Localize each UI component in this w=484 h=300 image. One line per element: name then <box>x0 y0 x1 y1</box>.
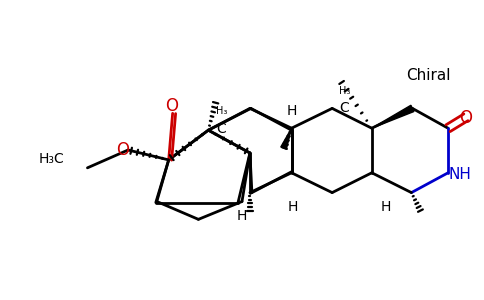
Polygon shape <box>372 105 414 128</box>
Text: Chiral: Chiral <box>406 68 451 83</box>
Text: H: H <box>287 200 298 214</box>
Text: NH: NH <box>448 167 471 182</box>
Text: H₃C: H₃C <box>39 152 65 166</box>
Text: C: C <box>216 122 226 136</box>
Text: H: H <box>237 209 247 224</box>
Text: C: C <box>339 101 349 116</box>
Text: H₃: H₃ <box>339 85 350 95</box>
Text: O: O <box>459 109 472 127</box>
Text: H: H <box>380 200 391 214</box>
Text: O: O <box>165 98 178 116</box>
Text: H₃: H₃ <box>216 106 227 116</box>
Text: H: H <box>287 104 297 118</box>
Polygon shape <box>281 128 291 149</box>
Text: O: O <box>117 141 130 159</box>
